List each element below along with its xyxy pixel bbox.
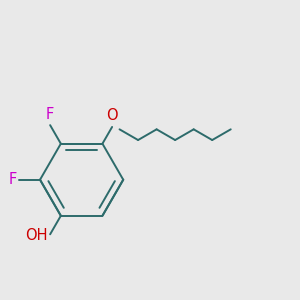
Text: F: F xyxy=(46,106,54,122)
Text: OH: OH xyxy=(25,228,48,243)
Text: F: F xyxy=(9,172,17,187)
Text: O: O xyxy=(106,108,118,123)
